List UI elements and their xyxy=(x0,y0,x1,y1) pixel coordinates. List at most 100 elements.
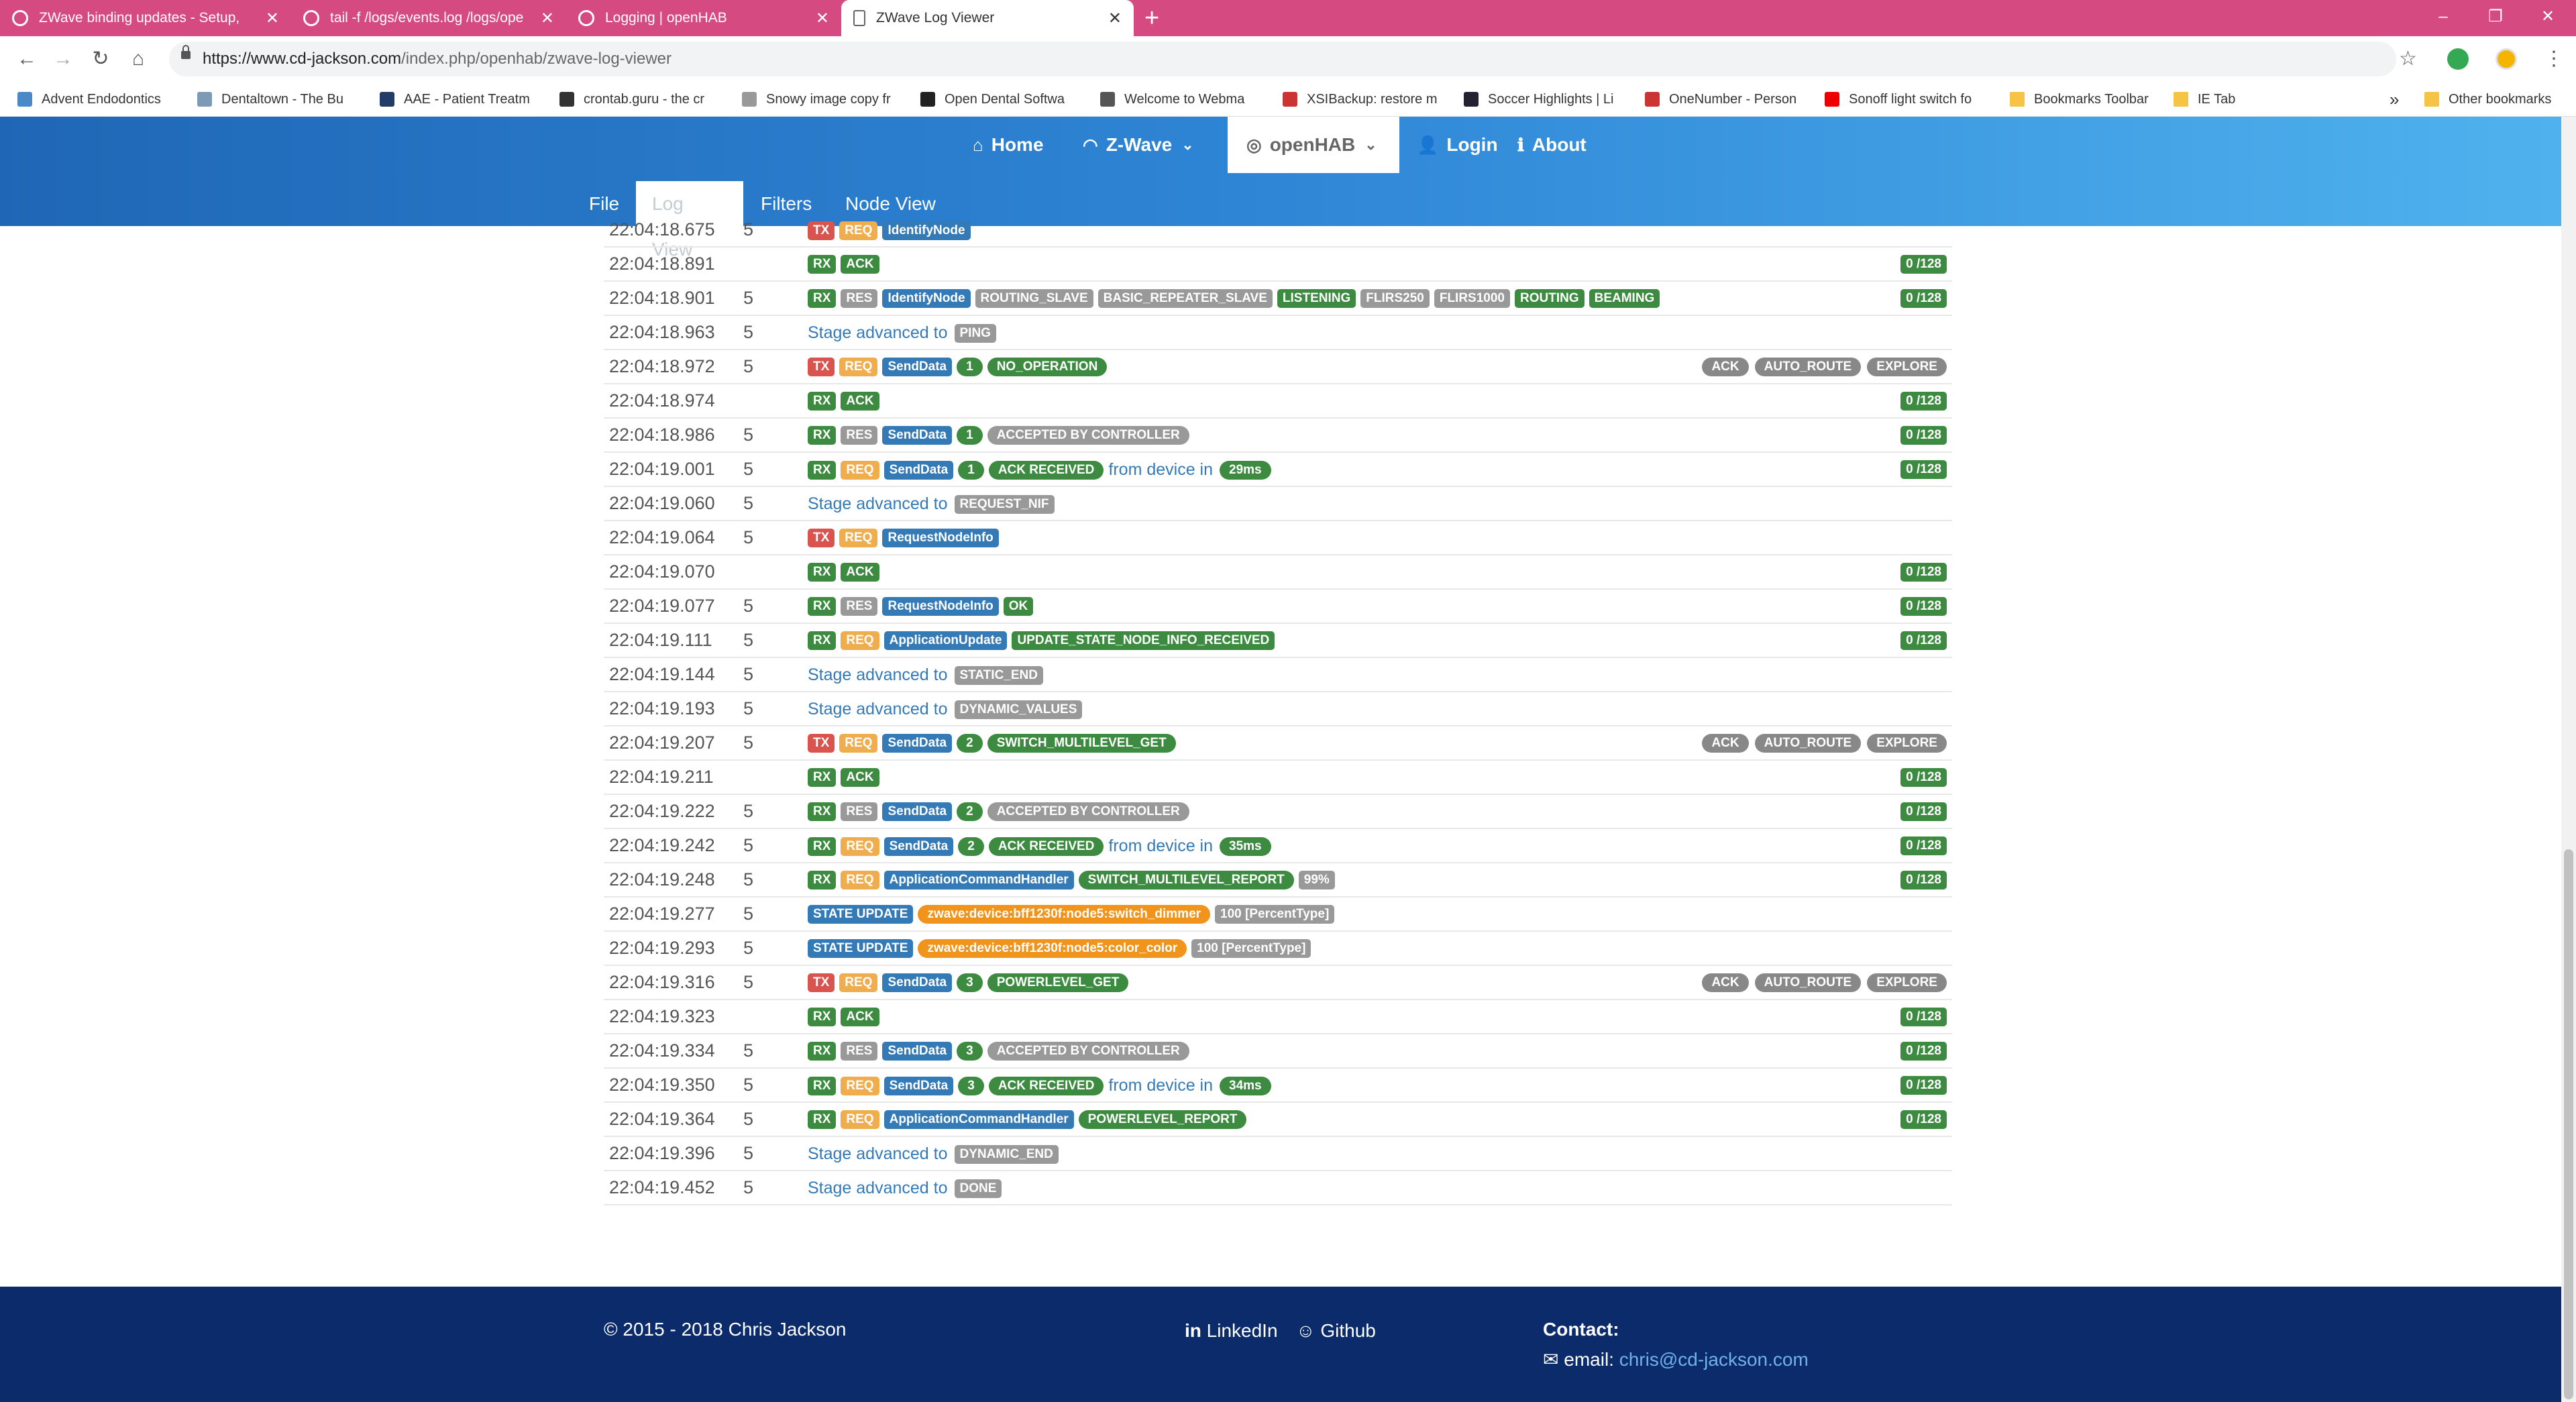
log-row[interactable]: 22:04:19.144 5 Stage advanced to STATIC_END xyxy=(604,658,1952,692)
log-row[interactable]: 22:04:19.077 5 RX RES RequestNodeInfo OK 0 /12… xyxy=(604,590,1952,624)
close-tab-icon[interactable]: ✕ xyxy=(265,9,279,28)
browser-menu-icon[interactable]: ⋮ xyxy=(2544,48,2564,70)
log-row[interactable]: 22:04:19.064 5 TX REQ RequestNodeInfo xyxy=(604,521,1952,555)
home-icon: ⌂ xyxy=(973,134,983,155)
log-row[interactable]: 22:04:19.242 5 RX REQ SendData 2 ACK RECEIVED f… xyxy=(604,829,1952,863)
log-row[interactable]: 22:04:19.350 5 RX REQ SendData 3 ACK RECEIVED f… xyxy=(604,1069,1952,1103)
close-window-button[interactable]: ✕ xyxy=(2540,7,2555,25)
log-row[interactable]: 22:04:19.452 5 Stage advanced to DONE xyxy=(604,1171,1952,1205)
browser-tab[interactable]: Logging | openHAB ✕ xyxy=(566,0,841,36)
log-row[interactable]: 22:04:18.891 RX ACK 0 /128 xyxy=(604,248,1952,282)
tab-node-view[interactable]: Node View xyxy=(845,193,936,214)
bookmark-star-icon[interactable]: ☆ xyxy=(2399,48,2417,70)
log-badge: IdentifyNode xyxy=(882,221,971,240)
close-tab-icon[interactable]: ✕ xyxy=(815,9,829,28)
url-text[interactable]: https://www.cd-jackson.com/index.php/ope… xyxy=(203,50,672,68)
bookmark-item[interactable]: IE Tab xyxy=(2174,82,2235,117)
close-tab-icon[interactable]: ✕ xyxy=(1108,9,1122,28)
log-row[interactable]: 22:04:19.222 5 RX RES SendData 2 ACCEPTED BY C… xyxy=(604,795,1952,829)
bookmark-item[interactable]: Bookmarks Toolbar xyxy=(2010,82,2149,117)
bookmark-item[interactable]: Sonoff light switch fo xyxy=(1825,82,1972,117)
scrollbar-thumb[interactable] xyxy=(2564,849,2573,1399)
log-row[interactable]: 22:04:19.211 RX ACK 0 /128 xyxy=(604,761,1952,795)
log-row[interactable]: 22:04:19.248 5 RX REQ ApplicationCommandHand… xyxy=(604,863,1952,898)
log-node-id: 5 xyxy=(743,1177,754,1197)
log-row[interactable]: 22:04:19.193 5 Stage advanced to DYNAMIC_VA… xyxy=(604,692,1952,726)
bookmark-label: Sonoff light switch fo xyxy=(1849,91,1972,107)
log-row[interactable]: 22:04:19.207 5 TX REQ SendData 2 SWITCH_MULTIL… xyxy=(604,726,1952,761)
log-node-id: 5 xyxy=(743,733,754,753)
github-link[interactable]: ☺ Github xyxy=(1296,1320,1376,1342)
log-row-right: 0 /128 xyxy=(1894,460,1947,479)
log-row[interactable]: 22:04:19.293 5 STATE UPDATE zwave:device:bf… xyxy=(604,932,1952,966)
bookmark-item[interactable]: Soccer Highlights | Li xyxy=(1464,82,1614,117)
address-bar[interactable] xyxy=(169,42,2396,76)
log-timestamp: 22:04:19.334 xyxy=(609,1040,715,1061)
more-bookmarks-icon[interactable]: » xyxy=(2390,89,2400,109)
forward-arrow-icon[interactable]: → xyxy=(53,48,73,70)
log-row[interactable]: 22:04:18.974 RX ACK 0 /128 xyxy=(604,384,1952,419)
log-row[interactable]: 22:04:18.963 5 Stage advanced to PING xyxy=(604,316,1952,350)
email-link[interactable]: chris@cd-jackson.com xyxy=(1619,1349,1809,1370)
log-message: TX REQ IdentifyNode xyxy=(808,221,975,240)
log-row-right: 0 /128 xyxy=(1894,631,1947,650)
tab-file[interactable]: File xyxy=(589,193,620,214)
maximize-button[interactable]: ❐ xyxy=(2488,7,2503,25)
log-row[interactable]: 22:04:19.316 5 TX REQ SendData 3 POWERLEVEL_GE… xyxy=(604,966,1952,1000)
log-row[interactable]: 22:04:19.396 5 Stage advanced to DYNAMIC_EN… xyxy=(604,1137,1952,1171)
log-row[interactable]: 22:04:19.323 RX ACK 0 /128 xyxy=(604,1000,1952,1034)
log-row[interactable]: 22:04:19.001 5 RX REQ SendData 1 ACK RECEIVED f… xyxy=(604,453,1952,487)
reload-icon[interactable]: ↻ xyxy=(92,48,109,70)
bookmark-item[interactable]: OneNumber - Person xyxy=(1645,82,1796,117)
log-row[interactable]: 22:04:18.972 5 TX REQ SendData 1 NO_OPERATION A… xyxy=(604,350,1952,384)
bookmark-item[interactable]: Dentaltown - The Bu xyxy=(197,82,343,117)
log-row[interactable]: 22:04:18.986 5 RX RES SendData 1 ACCEPTED BY C… xyxy=(604,419,1952,453)
log-row[interactable]: 22:04:18.675 5 TX REQ IdentifyNode xyxy=(604,219,1952,248)
log-row[interactable]: 22:04:19.070 RX ACK 0 /128 xyxy=(604,555,1952,590)
bookmark-item[interactable]: Open Dental Softwa xyxy=(920,82,1065,117)
back-arrow-icon[interactable]: ← xyxy=(17,48,37,70)
log-row[interactable]: 22:04:19.277 5 STATE UPDATE zwave:device:bf… xyxy=(604,898,1952,932)
nav-openhab[interactable]: ◎ openHAB ⌄ xyxy=(1228,117,1399,173)
drive-extension-icon[interactable] xyxy=(2447,48,2469,70)
log-badge: LISTENING xyxy=(1277,289,1356,308)
minimize-button[interactable]: – xyxy=(2438,7,2448,25)
log-timestamp: 22:04:18.986 xyxy=(609,425,715,445)
tab-log-view[interactable]: Log View xyxy=(636,181,743,260)
link-label: LinkedIn xyxy=(1206,1320,1278,1341)
browser-tab[interactable]: ZWave binding updates - Setup, ✕ xyxy=(0,0,291,36)
bookmark-item[interactable]: XSIBackup: restore m xyxy=(1283,82,1438,117)
log-row[interactable]: 22:04:18.901 5 RX RES IdentifyNode ROUTING_SL… xyxy=(604,282,1952,316)
browser-tab[interactable]: ZWave Log Viewer ✕ xyxy=(841,0,1134,36)
bookmark-item[interactable]: AAE - Patient Treatm xyxy=(380,82,530,117)
log-row[interactable]: 22:04:19.334 5 RX RES SendData 3 ACCEPTED BY C… xyxy=(604,1034,1952,1069)
log-row[interactable]: 22:04:19.111 5 RX REQ ApplicationUpdate UPDAT… xyxy=(604,624,1952,658)
github-icon: ☺ xyxy=(1296,1320,1321,1341)
bookmark-label: Soccer Highlights | Li xyxy=(1488,91,1614,107)
log-row[interactable]: 22:04:19.060 5 Stage advanced to REQUEST_NI… xyxy=(604,487,1952,521)
log-row[interactable]: 22:04:19.364 5 RX REQ ApplicationCommandHand… xyxy=(604,1103,1952,1137)
tab-filters[interactable]: Filters xyxy=(761,193,812,214)
bookmark-item[interactable]: Advent Endodontics xyxy=(17,82,161,117)
transmit-option-badge: EXPLORE xyxy=(1867,358,1947,376)
nav-home[interactable]: ⌂ Home xyxy=(973,117,1044,173)
log-message: RX ACK xyxy=(808,255,884,274)
new-tab-button[interactable]: + xyxy=(1144,4,1160,32)
nav-login[interactable]: 👤 Login xyxy=(1417,117,1498,173)
profile-avatar[interactable] xyxy=(2496,48,2517,70)
nav-zwave[interactable]: ◠ Z-Wave ⌄ xyxy=(1083,117,1194,173)
log-text: Stage advanced to xyxy=(808,323,948,342)
close-tab-icon[interactable]: ✕ xyxy=(540,9,554,28)
log-badge: POWERLEVEL_GET xyxy=(987,973,1129,992)
bookmark-item[interactable]: Welcome to Webma xyxy=(1100,82,1244,117)
home-icon[interactable]: ⌂ xyxy=(131,48,145,70)
favicon-icon xyxy=(559,92,574,107)
browser-tab[interactable]: tail -f /logs/events.log /logs/ope ✕ xyxy=(291,0,566,36)
bookmark-item[interactable]: Snowy image copy fr xyxy=(742,82,891,117)
linkedin-link[interactable]: in LinkedIn xyxy=(1185,1320,1278,1342)
queue-counter-badge: 0 /128 xyxy=(1900,837,1947,855)
log-badge: REQ xyxy=(841,837,879,856)
other-bookmarks-folder[interactable]: Other bookmarks xyxy=(2424,82,2551,117)
bookmark-item[interactable]: crontab.guru - the cr xyxy=(559,82,704,117)
nav-about[interactable]: ℹ About xyxy=(1517,117,1587,173)
